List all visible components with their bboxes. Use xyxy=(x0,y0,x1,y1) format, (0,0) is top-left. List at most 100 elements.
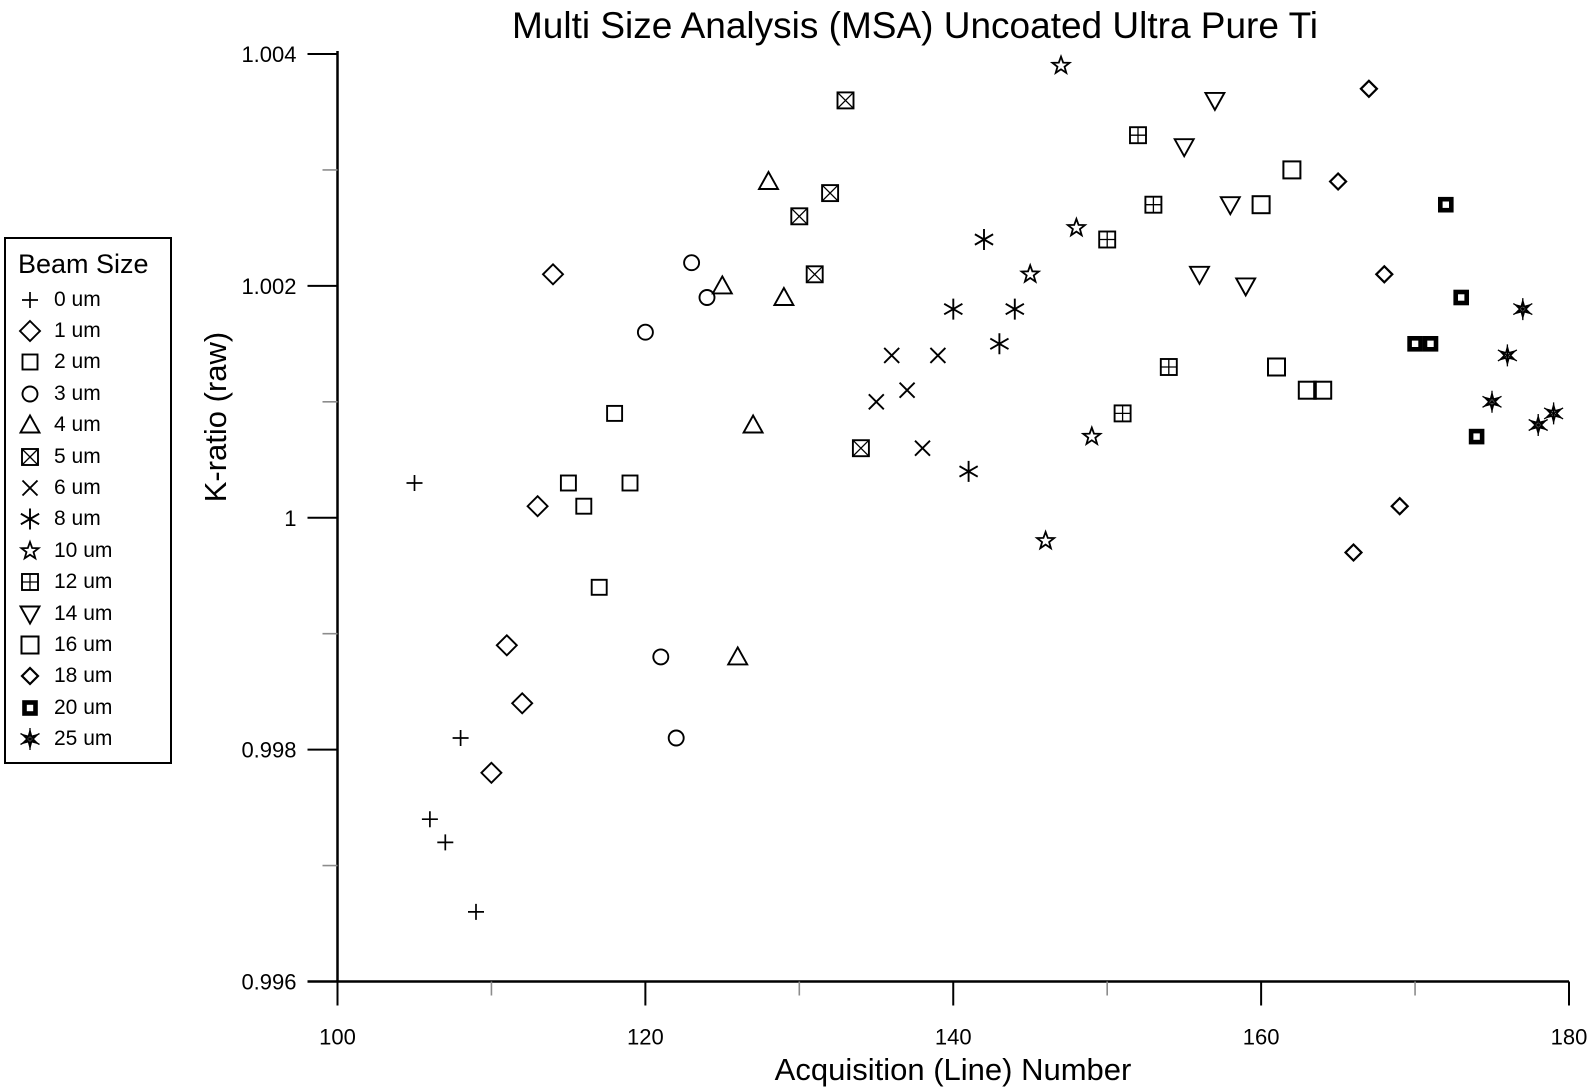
x-tick-label: 180 xyxy=(1551,1025,1588,1050)
data-point-marker xyxy=(1456,292,1467,303)
data-point-marker xyxy=(436,833,455,852)
series-0-um xyxy=(405,474,485,921)
data-point-marker xyxy=(1173,138,1195,158)
legend-item-label: 12 um xyxy=(54,570,113,594)
tick-labels: 1.004 1.002 1 0.998 0.996 100 120 140 160 180 xyxy=(241,42,1587,1050)
data-point-marker xyxy=(526,495,549,518)
series-2-um xyxy=(559,404,639,596)
data-point-marker xyxy=(1144,195,1163,214)
data-point-marker xyxy=(1235,277,1257,297)
data-point-marker xyxy=(1344,543,1363,562)
data-point-marker xyxy=(1004,297,1025,321)
legend-item-25-um: 25 um xyxy=(12,723,170,754)
legend-item-2-um: 2 um xyxy=(12,347,170,378)
legend-item-label: 1 um xyxy=(54,319,101,343)
data-point-marker xyxy=(958,459,979,483)
data-point-marker xyxy=(1219,196,1241,216)
data-point-marker xyxy=(1527,413,1549,437)
y-tick-label: 0.996 xyxy=(241,970,296,995)
data-point-marker xyxy=(652,648,670,666)
data-point-marker xyxy=(1425,338,1436,349)
data-point-marker xyxy=(1129,126,1147,145)
data-point-marker xyxy=(1328,172,1348,191)
x-tick-label: 160 xyxy=(1243,1025,1280,1050)
y-tick-label: 1.004 xyxy=(241,42,296,67)
legend: Beam Size 0 um 1 um 2 um 3 um 4 um 5 um 6 um 8 … xyxy=(4,237,172,764)
legend-item-5-um: 5 um xyxy=(12,441,170,472)
data-point-marker xyxy=(467,903,485,921)
data-point-marker xyxy=(1036,531,1056,550)
x-axis-label: Acquisition (Line) Number xyxy=(774,1052,1132,1087)
y-tick-label: 0.998 xyxy=(241,738,296,763)
series-20-um xyxy=(1410,199,1483,442)
data-point-marker xyxy=(1159,358,1178,376)
data-point-marker xyxy=(773,287,795,306)
chart-title: Multi Size Analysis (MSA) Uncoated Ultra… xyxy=(511,5,1319,46)
data-point-marker xyxy=(405,474,424,492)
data-point-marker xyxy=(883,346,901,364)
data-point-marker xyxy=(1066,217,1086,237)
legend-item-label: 20 um xyxy=(54,695,113,719)
data-point-marker xyxy=(1267,357,1286,377)
series-10-um xyxy=(1020,55,1102,550)
data-point-marker xyxy=(742,414,764,434)
data-point-marker xyxy=(1082,426,1102,445)
data-point-marker xyxy=(1512,297,1534,321)
legend-item-8-um: 8 um xyxy=(12,504,170,535)
series-6-um xyxy=(867,346,947,457)
tick-marks xyxy=(307,53,1570,1006)
series-12-um xyxy=(1098,126,1178,423)
data-point-marker xyxy=(1282,160,1302,180)
data-point-marker xyxy=(683,254,701,272)
legend-item-16-um: 16 um xyxy=(12,629,170,660)
series-4-um xyxy=(711,171,795,666)
data-point-marker xyxy=(559,474,577,492)
data-points xyxy=(405,55,1564,921)
data-point-marker xyxy=(805,265,824,284)
legend-item-label: 2 um xyxy=(54,350,101,374)
legend-item-label: 4 um xyxy=(54,413,101,437)
legend-item-label: 8 um xyxy=(54,507,101,531)
legend-item-label: 18 um xyxy=(54,664,113,688)
y-tick-label: 1 xyxy=(284,506,296,531)
data-point-marker xyxy=(667,729,685,747)
data-point-marker xyxy=(1020,264,1040,283)
data-point-marker xyxy=(1189,265,1210,285)
data-point-marker xyxy=(575,497,593,515)
data-point-marker xyxy=(821,184,840,203)
data-point-marker xyxy=(851,439,870,458)
legend-item-label: 16 um xyxy=(54,632,113,656)
legend-item-20-um: 20 um xyxy=(12,692,170,723)
data-point-marker xyxy=(1390,497,1409,516)
data-point-marker xyxy=(421,810,439,829)
data-point-marker xyxy=(1113,404,1132,423)
data-point-marker xyxy=(914,439,931,457)
data-point-marker xyxy=(1098,230,1117,249)
legend-item-label: 25 um xyxy=(54,727,113,751)
data-point-marker xyxy=(590,578,608,596)
data-point-marker xyxy=(727,646,749,666)
data-point-marker xyxy=(606,404,624,422)
legend-item-4-um: 4 um xyxy=(12,410,170,441)
data-point-marker xyxy=(480,761,503,784)
data-point-marker xyxy=(698,289,716,306)
data-point-marker xyxy=(758,171,779,190)
legend-item-label: 10 um xyxy=(54,538,113,562)
data-point-marker xyxy=(495,634,518,657)
data-point-marker xyxy=(1204,91,1226,111)
data-point-marker xyxy=(1481,389,1503,414)
legend-item-10-um: 10 um xyxy=(12,535,170,566)
data-point-marker xyxy=(898,381,916,399)
series-14-um xyxy=(1173,91,1257,297)
series-8-um xyxy=(943,228,1025,483)
legend-item-label: 14 um xyxy=(54,601,113,625)
data-point-marker xyxy=(1543,401,1564,426)
data-point-marker xyxy=(1375,265,1394,284)
legend-item-label: 6 um xyxy=(54,476,101,500)
x-tick-label: 100 xyxy=(319,1025,356,1050)
data-point-marker xyxy=(542,263,564,286)
series-16-um xyxy=(1251,160,1333,400)
data-point-marker xyxy=(511,692,534,715)
